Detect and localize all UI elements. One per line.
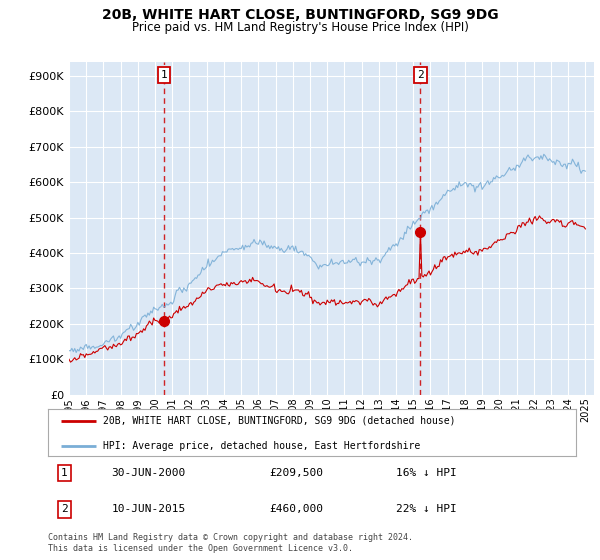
Text: Contains HM Land Registry data © Crown copyright and database right 2024.
This d: Contains HM Land Registry data © Crown c…: [48, 533, 413, 553]
Text: 22% ↓ HPI: 22% ↓ HPI: [397, 505, 457, 515]
Text: 2: 2: [417, 70, 424, 80]
Text: 1: 1: [160, 70, 167, 80]
Text: 20B, WHITE HART CLOSE, BUNTINGFORD, SG9 9DG: 20B, WHITE HART CLOSE, BUNTINGFORD, SG9 …: [101, 8, 499, 22]
Text: 10-JUN-2015: 10-JUN-2015: [112, 505, 185, 515]
Text: 2: 2: [61, 505, 68, 515]
Text: £209,500: £209,500: [270, 468, 324, 478]
Text: Price paid vs. HM Land Registry's House Price Index (HPI): Price paid vs. HM Land Registry's House …: [131, 21, 469, 34]
Text: 1: 1: [61, 468, 68, 478]
Text: HPI: Average price, detached house, East Hertfordshire: HPI: Average price, detached house, East…: [103, 441, 421, 451]
Text: 16% ↓ HPI: 16% ↓ HPI: [397, 468, 457, 478]
Text: 30-JUN-2000: 30-JUN-2000: [112, 468, 185, 478]
Text: 20B, WHITE HART CLOSE, BUNTINGFORD, SG9 9DG (detached house): 20B, WHITE HART CLOSE, BUNTINGFORD, SG9 …: [103, 416, 456, 426]
Text: £460,000: £460,000: [270, 505, 324, 515]
